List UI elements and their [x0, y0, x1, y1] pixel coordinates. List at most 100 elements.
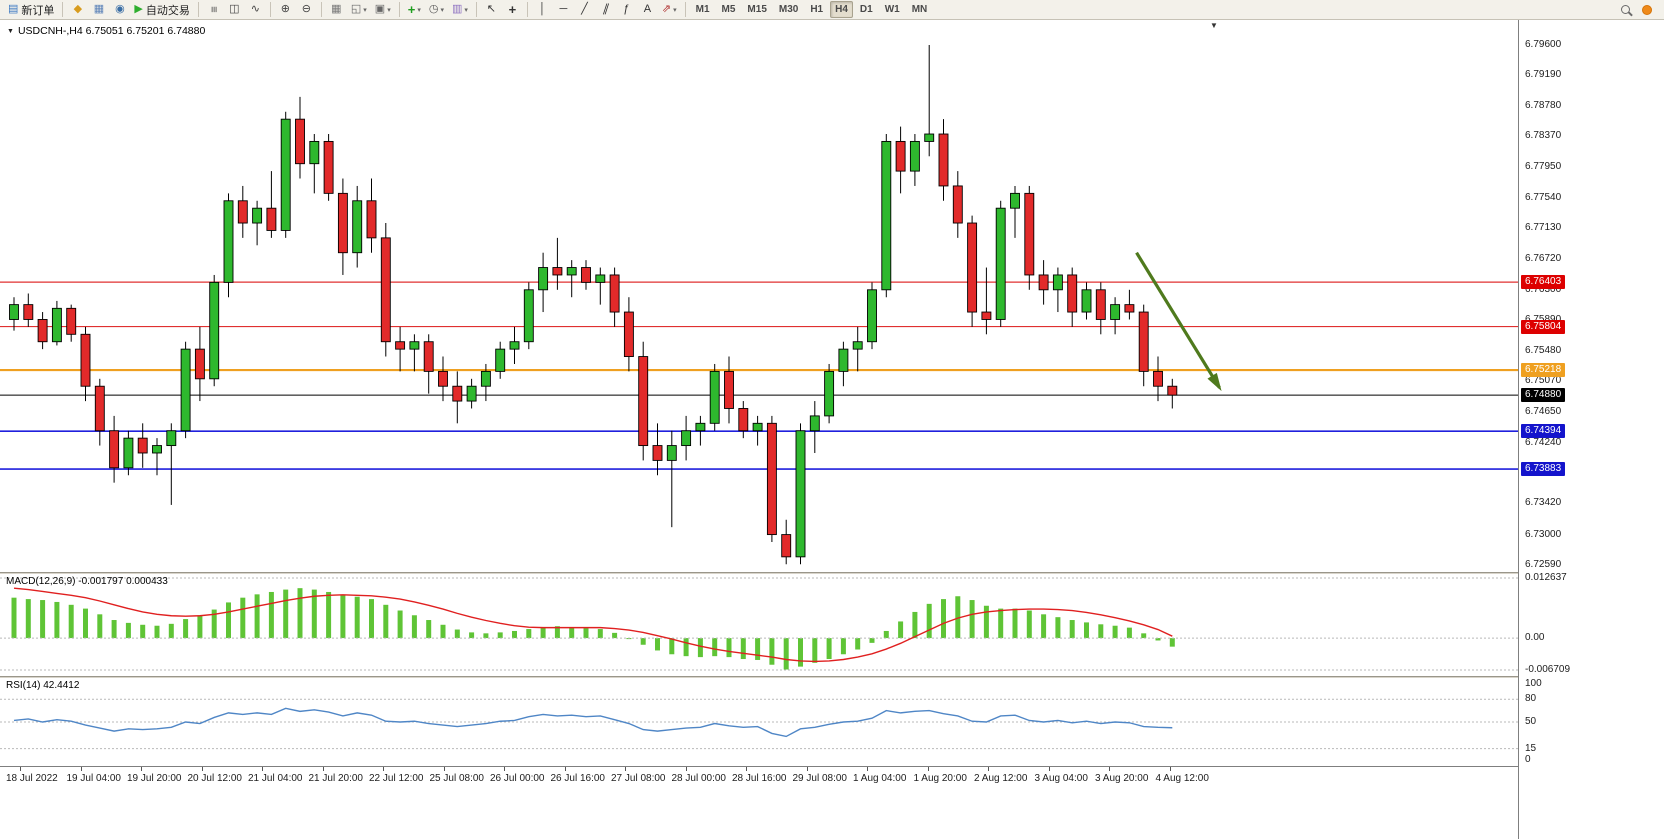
cursor-button[interactable]: ↖ — [482, 1, 501, 18]
horizontal-line-button[interactable]: ─ — [554, 1, 573, 18]
profiles-button[interactable]: ▣ ▾ — [372, 1, 394, 18]
time-axis-tick — [443, 767, 445, 771]
timeframe-w1-button[interactable]: W1 — [884, 4, 900, 15]
macd-axis-label: 0.00 — [1525, 632, 1545, 644]
price-axis-label: 6.73000 — [1525, 528, 1562, 540]
new-order-button[interactable]: ▤ 新订单 — [5, 1, 57, 18]
vertical-line-button[interactable]: │ — [533, 1, 552, 18]
macd-histogram-bar — [583, 628, 589, 639]
candle-body — [1081, 289, 1092, 313]
timeframe-m5-button[interactable]: M5 — [721, 4, 736, 15]
data-window-button[interactable]: ◉ — [110, 1, 129, 18]
candle-body — [280, 118, 291, 231]
macd-histogram-bar — [554, 626, 560, 639]
macd-histogram-bar — [1126, 627, 1132, 639]
templates-button[interactable]: ▥ ▾ — [449, 1, 471, 18]
macd-histogram-bar — [226, 602, 231, 639]
price-axis-label: 6.77950 — [1525, 161, 1562, 173]
bar-chart-button[interactable]: ≡ — [204, 1, 223, 18]
rsi-axis-label: 0 — [1525, 754, 1531, 765]
candle-body — [1024, 192, 1035, 276]
candle-body — [452, 385, 463, 402]
dropdown-arrow-icon: ▾ — [363, 6, 367, 14]
timeframe-m1-button[interactable]: M1 — [695, 4, 710, 15]
candle-body — [1153, 370, 1163, 387]
macd-histogram-bar — [869, 638, 875, 643]
macd-histogram-bar — [11, 597, 17, 639]
indicators-button[interactable]: + ▾ — [405, 1, 424, 18]
price-axis-label: 6.79600 — [1525, 39, 1562, 50]
chart-title-text: USDCNH-,H4 6.75051 6.75201 6.74880 — [17, 25, 206, 37]
trendline-icon: ╱ — [581, 3, 588, 15]
macd-histogram-bar — [268, 591, 274, 639]
autotrading-button[interactable]: ▶ 自动交易 — [131, 1, 192, 18]
text-button[interactable]: A — [638, 1, 657, 18]
crosshair-button[interactable]: + — [503, 1, 522, 18]
candle-body — [595, 274, 606, 283]
macd-histogram-bar — [712, 638, 718, 657]
notification-dot-icon[interactable] — [1642, 4, 1652, 15]
candlestick-chart-icon: ◫ — [229, 3, 240, 15]
cursor-icon: ↖ — [486, 3, 496, 15]
price-badge: 6.75804 — [1521, 319, 1566, 334]
zoom-out-button[interactable]: ⊖ — [297, 1, 316, 18]
channel-icon: ∥ — [600, 3, 611, 15]
timeframe-h4-button[interactable]: H4 — [830, 1, 853, 18]
price-badge: 6.74394 — [1521, 424, 1566, 439]
arrows-button[interactable]: ⇗ ▾ — [659, 1, 680, 18]
timeframe-h1-button[interactable]: H1 — [810, 4, 824, 15]
fibonacci-button[interactable]: ƒ — [617, 1, 636, 18]
macd-histogram-bar — [469, 632, 475, 639]
chevron-down-icon: ▼ — [7, 27, 14, 35]
macd-histogram-bar — [783, 638, 789, 670]
time-axis-tick — [1169, 767, 1171, 771]
print-button[interactable]: ▦ — [89, 1, 108, 18]
toolbar-divider — [475, 2, 477, 17]
macd-histogram-bar — [183, 619, 189, 639]
macd-histogram-bar — [311, 589, 317, 639]
favorites-button[interactable]: ◆ — [68, 1, 87, 18]
time-axis-tick — [80, 767, 82, 771]
trendline-button[interactable]: ╱ — [575, 1, 594, 18]
macd-histogram-bar — [397, 610, 403, 639]
candle-body — [609, 274, 620, 313]
timeframe-m15-button[interactable]: M15 — [747, 4, 767, 15]
macd-panel[interactable] — [0, 574, 1518, 676]
price-axis: 6.79600 6.79190 6.78780 6.78370 6.77950 6.775… — [1518, 20, 1664, 839]
channel-button[interactable]: ∥ — [596, 1, 615, 18]
periods-button[interactable]: ◷ ▾ — [426, 1, 447, 18]
dropdown-arrow-icon: ▾ — [673, 6, 677, 14]
candle-body — [981, 311, 992, 320]
panel-splitter[interactable] — [0, 572, 1518, 574]
macd-histogram-bar — [297, 588, 303, 639]
candle-body — [194, 348, 205, 380]
macd-histogram-bar — [168, 623, 174, 639]
time-axis-label: 20 Jul 12:00 — [187, 773, 243, 784]
autotrading-icon: ▶ — [134, 3, 143, 15]
tile-windows-button[interactable]: ▦ — [327, 1, 346, 18]
line-chart-button[interactable]: ∿ — [246, 1, 265, 18]
panel-splitter[interactable] — [0, 676, 1518, 678]
new-chart-button[interactable]: ◱ ▾ — [348, 1, 370, 18]
candle-body — [380, 237, 391, 343]
dropdown-arrow-icon: ▾ — [440, 6, 444, 14]
macd-histogram-bar — [926, 603, 932, 639]
rsi-axis-label: 50 — [1525, 716, 1537, 727]
candle-body — [9, 304, 19, 320]
candlestick-chart-button[interactable]: ◫ — [225, 1, 244, 18]
time-axis-tick — [504, 767, 505, 771]
timeframe-m30-button[interactable]: M30 — [778, 4, 799, 15]
search-icon[interactable] — [1621, 5, 1630, 14]
price-axis-label: 6.74240 — [1525, 436, 1562, 448]
main-price-chart[interactable] — [0, 20, 1518, 572]
trend-arrow-line[interactable] — [1135, 251, 1221, 389]
macd-axis-label: 0.012637 — [1525, 572, 1567, 583]
zoom-in-button[interactable]: ⊕ — [276, 1, 295, 18]
timeframe-d1-button[interactable]: D1 — [859, 4, 873, 15]
time-axis-tick — [927, 767, 929, 771]
time-axis-label: 29 Jul 08:00 — [792, 773, 848, 784]
macd-histogram-bar — [1026, 610, 1032, 639]
rsi-panel[interactable] — [0, 678, 1518, 766]
macd-histogram-bar — [769, 638, 775, 665]
timeframe-mn-button[interactable]: MN — [911, 4, 928, 15]
